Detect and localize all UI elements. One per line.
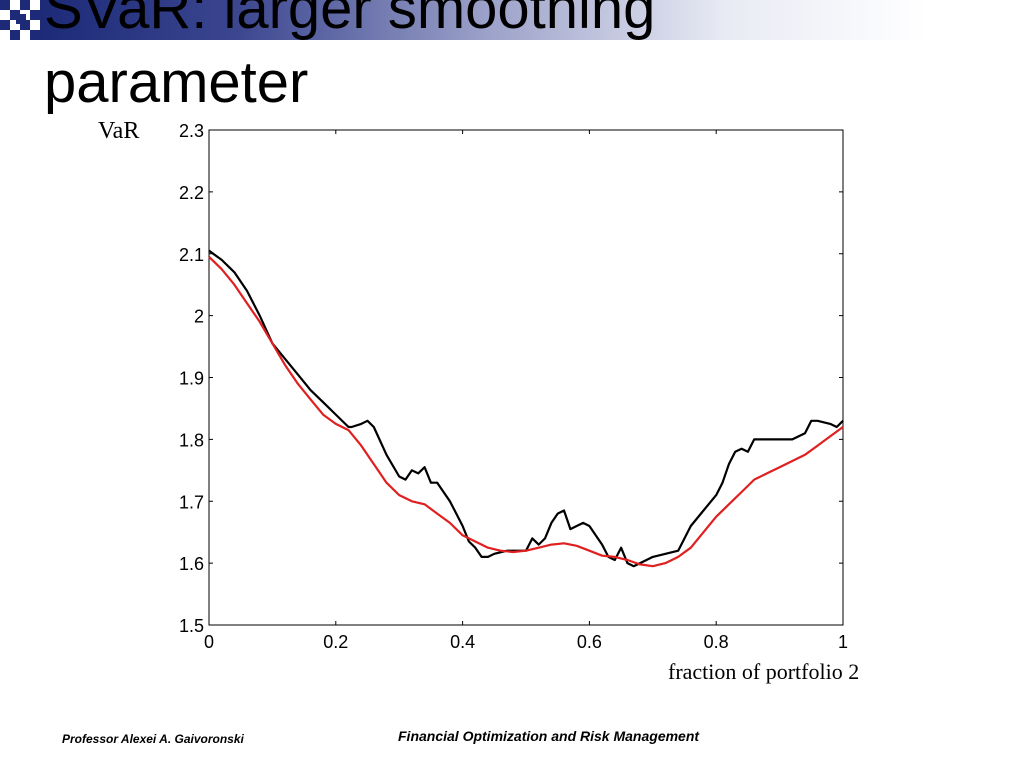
x-tick-label: 0.8 [704,632,729,652]
title-band [0,0,1024,40]
x-tick-label: 0.6 [577,632,602,652]
checker-decoration [0,0,40,40]
title-gradient-bar [40,0,1024,40]
y-tick-label: 2 [194,307,204,327]
y-ticks: 1.5 1.6 1.7 1.8 1.9 2 2.1 2.2 2.3 [179,121,843,636]
series-lines [208,249,844,568]
y-tick-label: 2.1 [179,245,204,265]
y-axis-label: VaR [98,114,146,148]
x-tick-label: 0.4 [450,632,475,652]
x-ticks: 0 0.2 0.4 0.6 0.8 1 [204,130,848,652]
y-tick-label: 1.7 [179,492,204,512]
x-tick-label: 1 [838,632,848,652]
y-tick-label: 2.2 [179,183,204,203]
series-line-1 [208,249,844,568]
y-tick-label: 1.9 [179,369,204,389]
y-tick-label: 1.6 [179,554,204,574]
x-tick-label: 0 [204,632,214,652]
x-tick-label: 0.2 [323,632,348,652]
y-tick-label: 1.5 [179,616,204,636]
footer-author: Professor Alexei A. Gaivoronski [62,732,244,746]
series-line-2 [208,256,844,568]
slide-title: SVaR: larger smoothing parameter [44,0,656,115]
y-tick-label: 2.3 [179,121,204,141]
y-tick-label: 1.8 [179,430,204,450]
footer-course: Financial Optimization and Risk Manageme… [398,728,700,744]
title-bullet-icon [16,14,26,24]
x-axis-label: fraction of portfolio 2 [668,659,860,684]
